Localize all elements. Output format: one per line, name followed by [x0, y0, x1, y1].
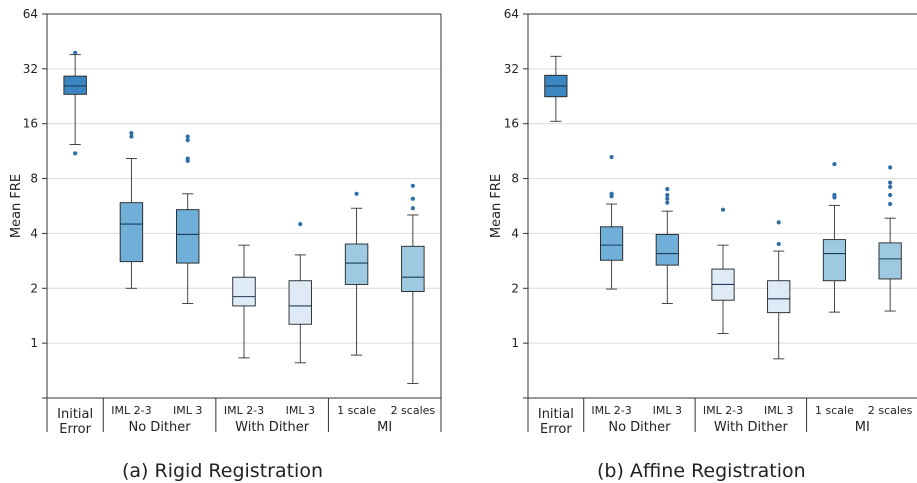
box: [655, 233, 679, 266]
outlier-point: [888, 192, 893, 198]
x-tick-label: IML 2-3: [224, 404, 264, 417]
outlier-point: [720, 207, 726, 212]
outlier-point: [410, 196, 415, 201]
box: [119, 202, 144, 263]
outlier-point: [410, 183, 415, 188]
outlier-point: [665, 187, 670, 192]
y-tick-label: 32: [504, 62, 519, 76]
y-axis-label: Mean FRE: [489, 174, 504, 238]
x-tick-label: Initial: [538, 407, 574, 422]
caption-affine-registration: (b) Affine Registration: [597, 460, 806, 482]
group-label: MI: [855, 420, 870, 435]
outlier-point: [354, 191, 359, 196]
y-tick-label: 64: [504, 7, 519, 21]
box: [176, 209, 200, 264]
group-label: No Dither: [608, 420, 671, 435]
caption-rigid-registration: (a) Rigid Registration: [122, 460, 324, 482]
outlier-point: [776, 220, 781, 225]
x-tick-label: IML 3: [286, 404, 315, 417]
y-tick-label: 2: [511, 281, 519, 295]
y-axis-label: Mean FRE: [9, 174, 24, 238]
outlier-point: [410, 206, 415, 211]
y-tick-label: 1: [30, 336, 38, 350]
box: [767, 280, 791, 314]
y-tick-label: 4: [511, 226, 519, 240]
x-tick-label: IML 3: [764, 404, 793, 417]
outlier-point: [832, 192, 837, 198]
y-tick-label: 1: [511, 336, 519, 350]
y-tick-label: 32: [23, 62, 38, 76]
x-tick-label: Initial: [57, 407, 93, 422]
outlier-point: [129, 131, 134, 136]
outlier-point: [298, 222, 303, 227]
outlier-point: [888, 180, 893, 185]
x-tick-label: Error: [540, 422, 572, 437]
y-tick-label: 4: [30, 226, 38, 240]
outlier-point: [888, 201, 893, 207]
outlier-point: [185, 156, 190, 161]
outlier-point: [73, 151, 78, 156]
y-tick-label: 8: [30, 172, 38, 186]
outlier-point: [888, 165, 893, 170]
x-tick-label: 1 scale: [337, 404, 376, 417]
x-tick-label: Error: [59, 422, 91, 437]
x-tick-label: IML 2-3: [703, 404, 743, 417]
box: [401, 245, 425, 292]
box: [288, 280, 312, 325]
group-label: With Dither: [235, 420, 310, 435]
outlier-point: [832, 162, 837, 167]
y-tick-label: 2: [30, 281, 38, 295]
y-tick-label: 16: [23, 117, 38, 131]
box: [344, 243, 369, 285]
x-tick-label: 2 scales: [391, 404, 436, 417]
y-tick-label: 8: [511, 172, 519, 186]
outlier-point: [129, 134, 134, 139]
y-tick-label: 64: [23, 7, 38, 21]
group-label: With Dither: [714, 420, 789, 435]
outlier-point: [665, 192, 670, 198]
box: [599, 226, 624, 261]
box: [63, 75, 87, 95]
box: [878, 242, 902, 280]
outlier-point: [73, 50, 78, 55]
outlier-point: [888, 184, 893, 190]
x-tick-label: IML 2-3: [591, 404, 631, 417]
x-tick-label: 1 scale: [815, 404, 854, 417]
outlier-point: [609, 191, 614, 196]
outlier-point: [665, 200, 670, 205]
box: [822, 239, 847, 282]
outlier-point: [665, 196, 670, 201]
outlier-point: [609, 154, 614, 160]
group-label: MI: [377, 420, 392, 435]
box: [232, 276, 256, 307]
x-tick-label: IML 2-3: [111, 404, 151, 417]
x-tick-label: IML 3: [173, 404, 202, 417]
x-tick-label: IML 3: [653, 404, 682, 417]
outlier-point: [776, 241, 781, 247]
outlier-point: [185, 138, 190, 143]
group-label: No Dither: [129, 420, 192, 435]
x-tick-label: 2 scales: [868, 404, 913, 417]
outlier-point: [185, 134, 190, 139]
y-tick-label: 16: [504, 117, 519, 131]
